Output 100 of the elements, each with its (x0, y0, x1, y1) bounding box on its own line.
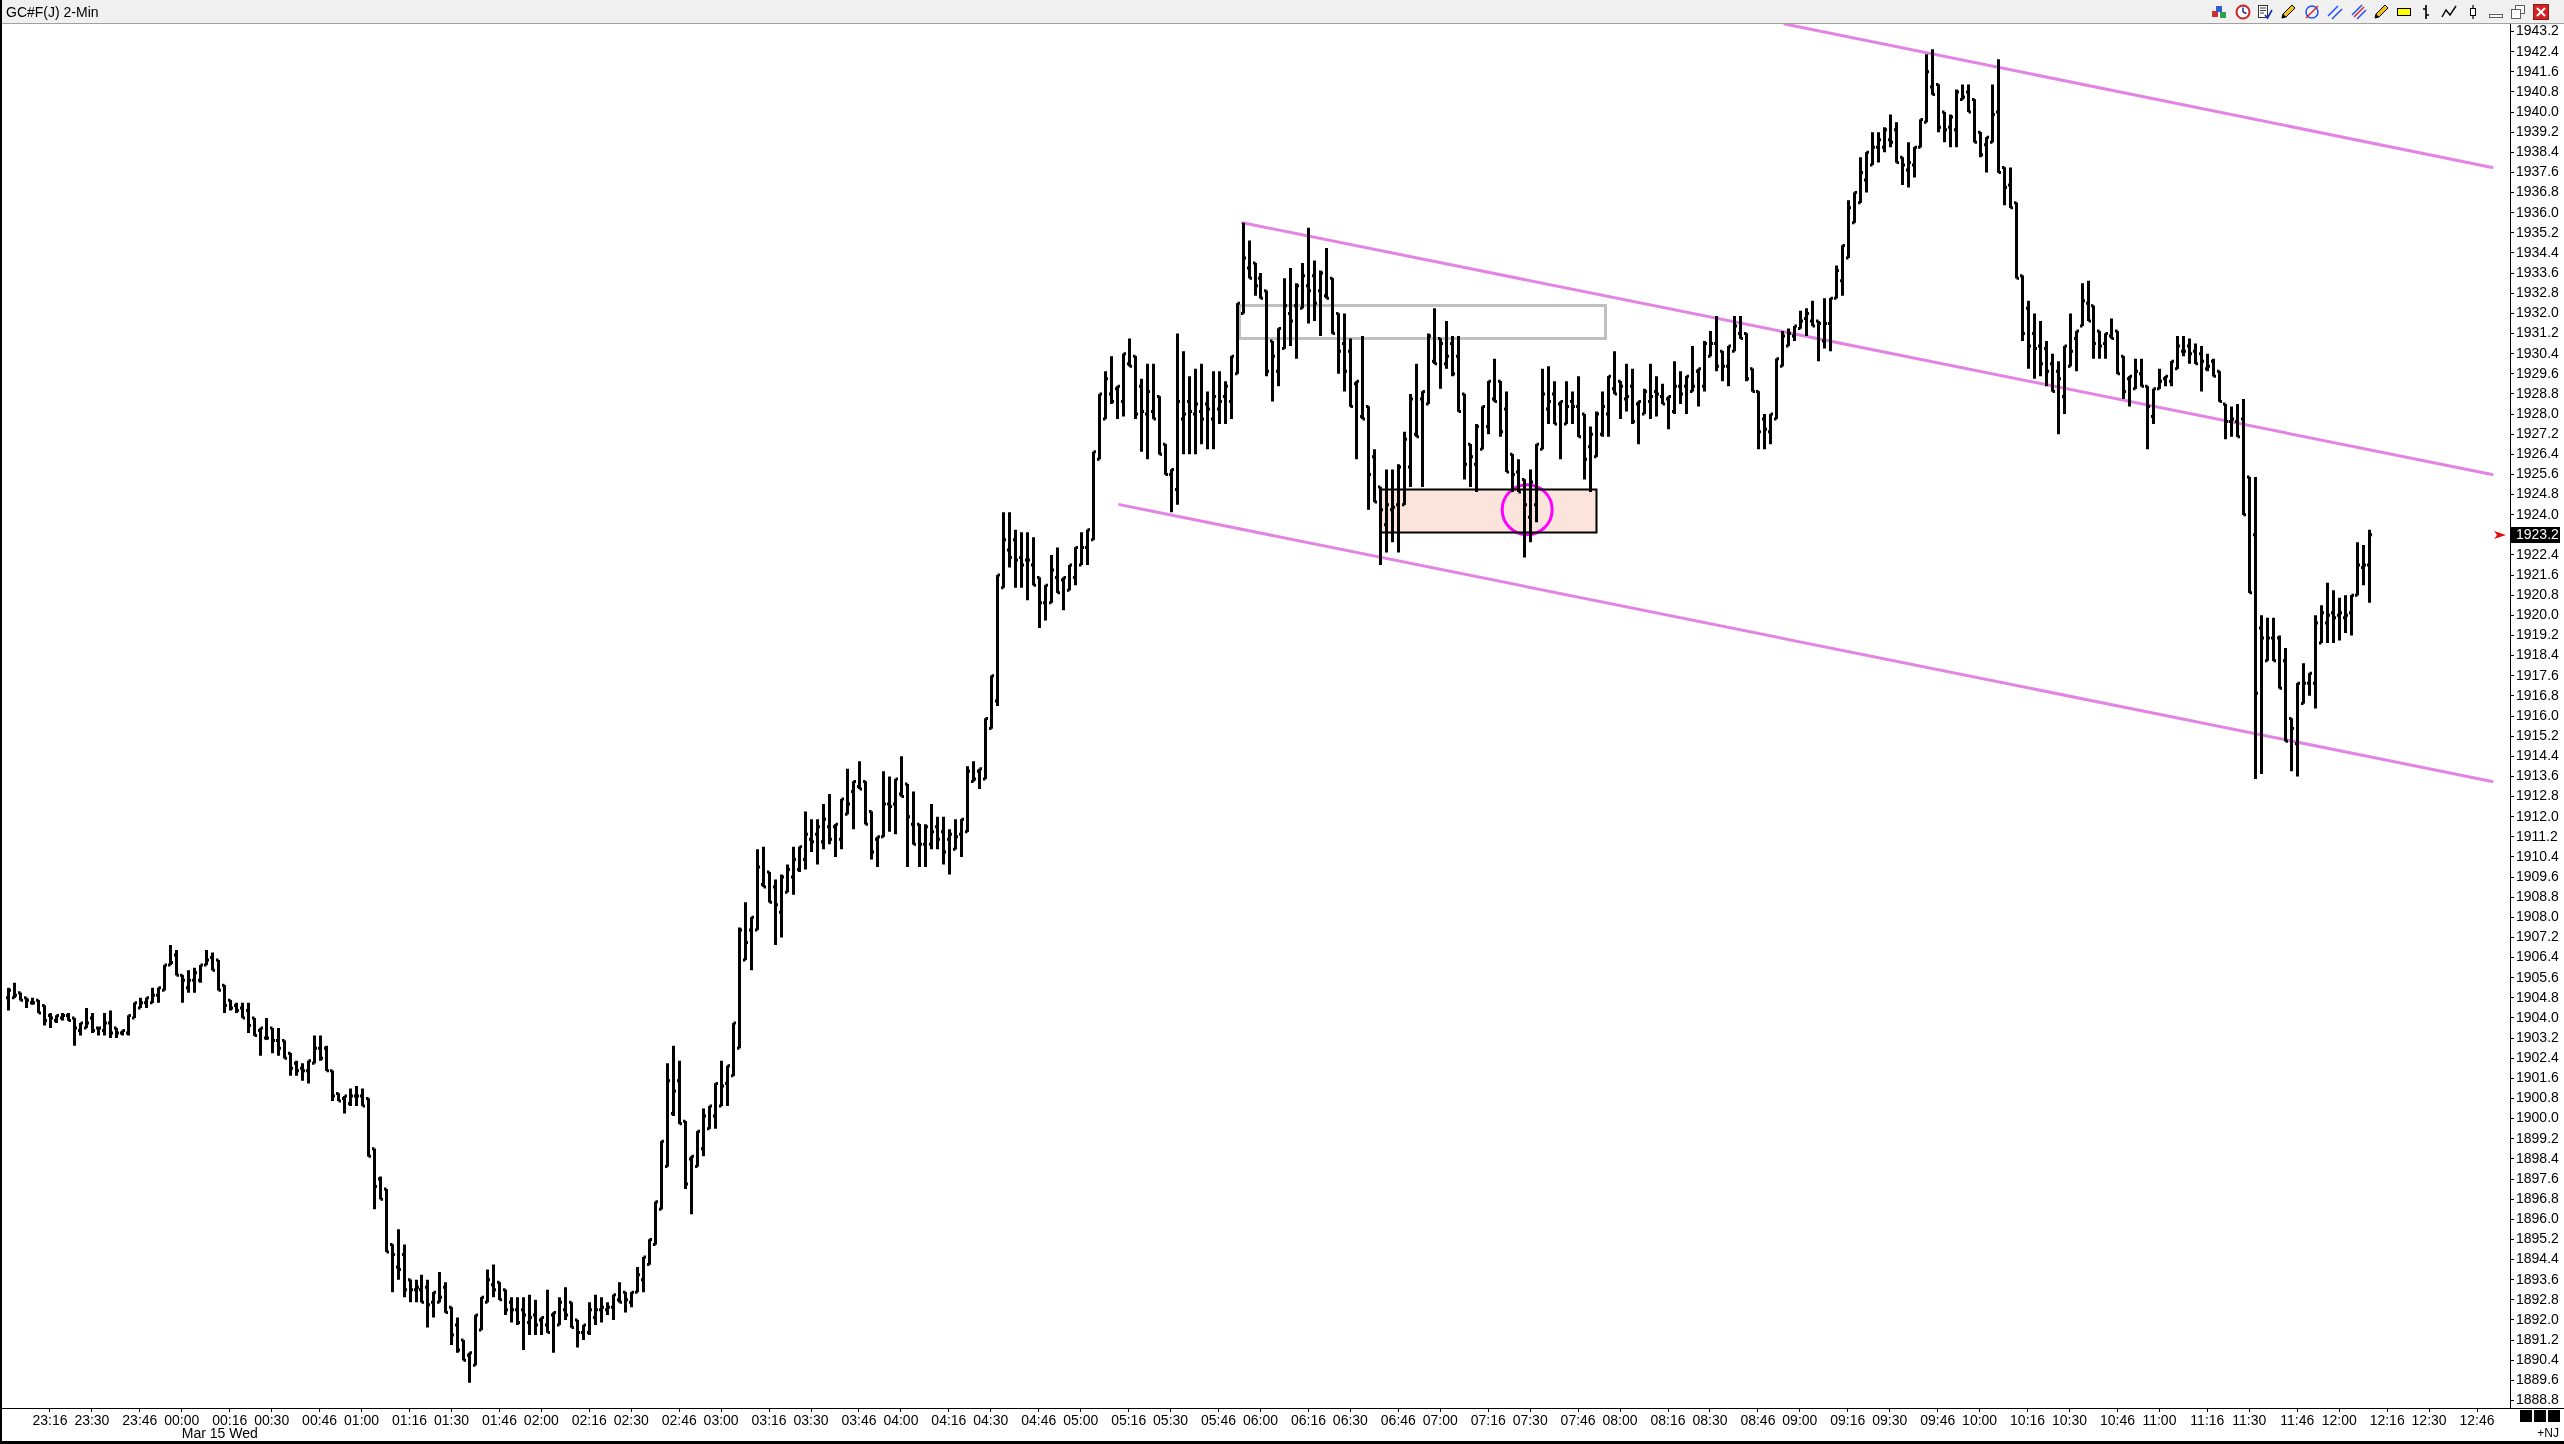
y-tick-label: 1908.8 (2516, 888, 2560, 905)
y-tick-label: 1914.4 (2516, 747, 2560, 764)
x-tick-label: 05:00 (1063, 1412, 1099, 1429)
candlestick (659, 1139, 664, 1211)
y-tick-label: 1940.0 (2516, 102, 2560, 119)
y-tick-label: 1925.6 (2516, 465, 2560, 482)
candlestick (971, 761, 976, 783)
y-tick-label: 1911.2 (2516, 827, 2558, 844)
y-tick-label: 1924.0 (2516, 505, 2560, 522)
candlestick (1690, 346, 1695, 393)
y-tick-label: 1904.0 (2516, 1008, 2560, 1025)
y-tick-label: 1933.6 (2516, 263, 2560, 280)
candlestick (258, 1026, 263, 1056)
candlestick (983, 717, 988, 781)
x-tick-label: 12:00 (2321, 1412, 2357, 1429)
y-tick-label: 1928.8 (2516, 384, 2560, 401)
x-tick-label: 12:30 (2411, 1412, 2447, 1429)
y-tick-label: 1935.2 (2516, 223, 2560, 240)
x-tick-label: 06:00 (1242, 1412, 1279, 1429)
y-tick-label: 1893.6 (2516, 1270, 2560, 1287)
x-tick-label: 11:16 (2190, 1412, 2225, 1429)
y-tick-label: 1926.4 (2516, 445, 2560, 462)
y-tick-label: 1923.2 (2516, 525, 2560, 542)
y-tick-label: 1908.0 (2516, 908, 2560, 925)
y-tick-label: 1934.4 (2516, 243, 2560, 260)
candlestick (1642, 388, 1647, 416)
candlestick (1426, 333, 1431, 406)
candlestick (437, 1272, 442, 1304)
y-tick-label: 1909.6 (2516, 867, 2560, 884)
x-tick-label: 02:00 (523, 1412, 560, 1429)
y-tick-label: 1899.2 (2516, 1129, 2560, 1146)
candlestick (1558, 399, 1563, 460)
y-tick-label: 1920.8 (2516, 586, 2560, 603)
candlestick (1390, 469, 1395, 543)
candlestick (1115, 384, 1120, 420)
candlestick (1882, 127, 1887, 153)
candlestick (467, 1351, 472, 1383)
x-tick-label: 01:00 (344, 1412, 380, 1429)
y-tick-label: 1907.2 (2516, 928, 2560, 945)
candlestick (1181, 351, 1186, 455)
y-tick-label: 1939.2 (2516, 123, 2560, 140)
x-tick-label: 23:46 (122, 1412, 158, 1429)
candlestick (1025, 532, 1030, 601)
candlestick (1091, 450, 1096, 542)
x-tick-label: 08:00 (1602, 1412, 1638, 1429)
candlestick (2343, 595, 2348, 633)
candlestick (1097, 392, 1102, 461)
x-tick-label: 04:00 (883, 1412, 919, 1429)
y-tick-label: 1897.6 (2516, 1169, 2560, 1186)
candlestick (1786, 328, 1791, 348)
y-tick-label: 1927.2 (2516, 425, 2560, 442)
x-tick-label: 06:16 (1290, 1412, 1327, 1429)
y-tick-label: 1943.2 (2516, 22, 2560, 39)
y-tick-label: 1915.2 (2516, 726, 2560, 743)
candlestick (539, 1315, 544, 1336)
x-tick-label: 12:46 (2459, 1412, 2495, 1429)
candlestick (1666, 394, 1671, 430)
candlestick (479, 1295, 484, 1332)
y-tick-label: 1895.2 (2516, 1230, 2560, 1247)
x-tick-label: 09:00 (1782, 1412, 1818, 1429)
y-tick-label: 1903.2 (2516, 1028, 2560, 1045)
x-tick-label: 08:16 (1650, 1412, 1686, 1429)
x-tick-label: 01:16 (391, 1412, 428, 1429)
candlestick (527, 1294, 532, 1336)
y-tick-label: 1894.4 (2516, 1250, 2560, 1267)
x-tick-label: 11:30 (2232, 1412, 2267, 1429)
y-tick-label: 1892.8 (2516, 1290, 2560, 1307)
x-tick-label: 03:30 (793, 1412, 829, 1429)
x-tick-label: 10:46 (2099, 1412, 2136, 1429)
candlestick (2169, 359, 2174, 387)
candlestick (695, 1129, 700, 1168)
y-tick-label: 1921.6 (2516, 565, 2560, 582)
y-tick-label: 1919.2 (2516, 626, 2560, 643)
candlestick (84, 1007, 89, 1030)
y-tick-label: 1906.4 (2516, 948, 2560, 965)
candlestick (1960, 84, 1965, 101)
x-tick-label: 08:46 (1740, 1412, 1776, 1429)
x-tick-label: 05:46 (1201, 1412, 1237, 1429)
candlestick (1702, 341, 1707, 392)
x-tick-label: 12:16 (2369, 1412, 2405, 1429)
candlestick (1480, 404, 1485, 451)
y-tick-label: 1890.4 (2516, 1351, 2560, 1368)
candlestick (1636, 399, 1641, 445)
y-tick-label: 1920.0 (2516, 606, 2560, 623)
y-tick-label: 1912.8 (2516, 787, 2560, 804)
x-tick-label: 05:30 (1153, 1412, 1189, 1429)
x-tick-label: 06:30 (1332, 1412, 1369, 1429)
x-tick-label: 07:00 (1422, 1412, 1458, 1429)
candlestick (1792, 324, 1797, 342)
y-tick-label: 1891.2 (2516, 1330, 2560, 1347)
y-tick-label: 1918.4 (2516, 646, 2560, 663)
y-tick-label: 1913.6 (2516, 767, 2560, 784)
y-tick-label: 1938.4 (2516, 143, 2560, 160)
y-tick-label: 1930.4 (2516, 344, 2560, 361)
candlestick (1061, 576, 1066, 611)
candlestick (12, 982, 17, 1000)
x-tick-label: 00:46 (302, 1412, 338, 1429)
candlestick (947, 829, 952, 875)
x-tick-label: 05:16 (1111, 1412, 1147, 1429)
candlestick (1780, 331, 1785, 368)
